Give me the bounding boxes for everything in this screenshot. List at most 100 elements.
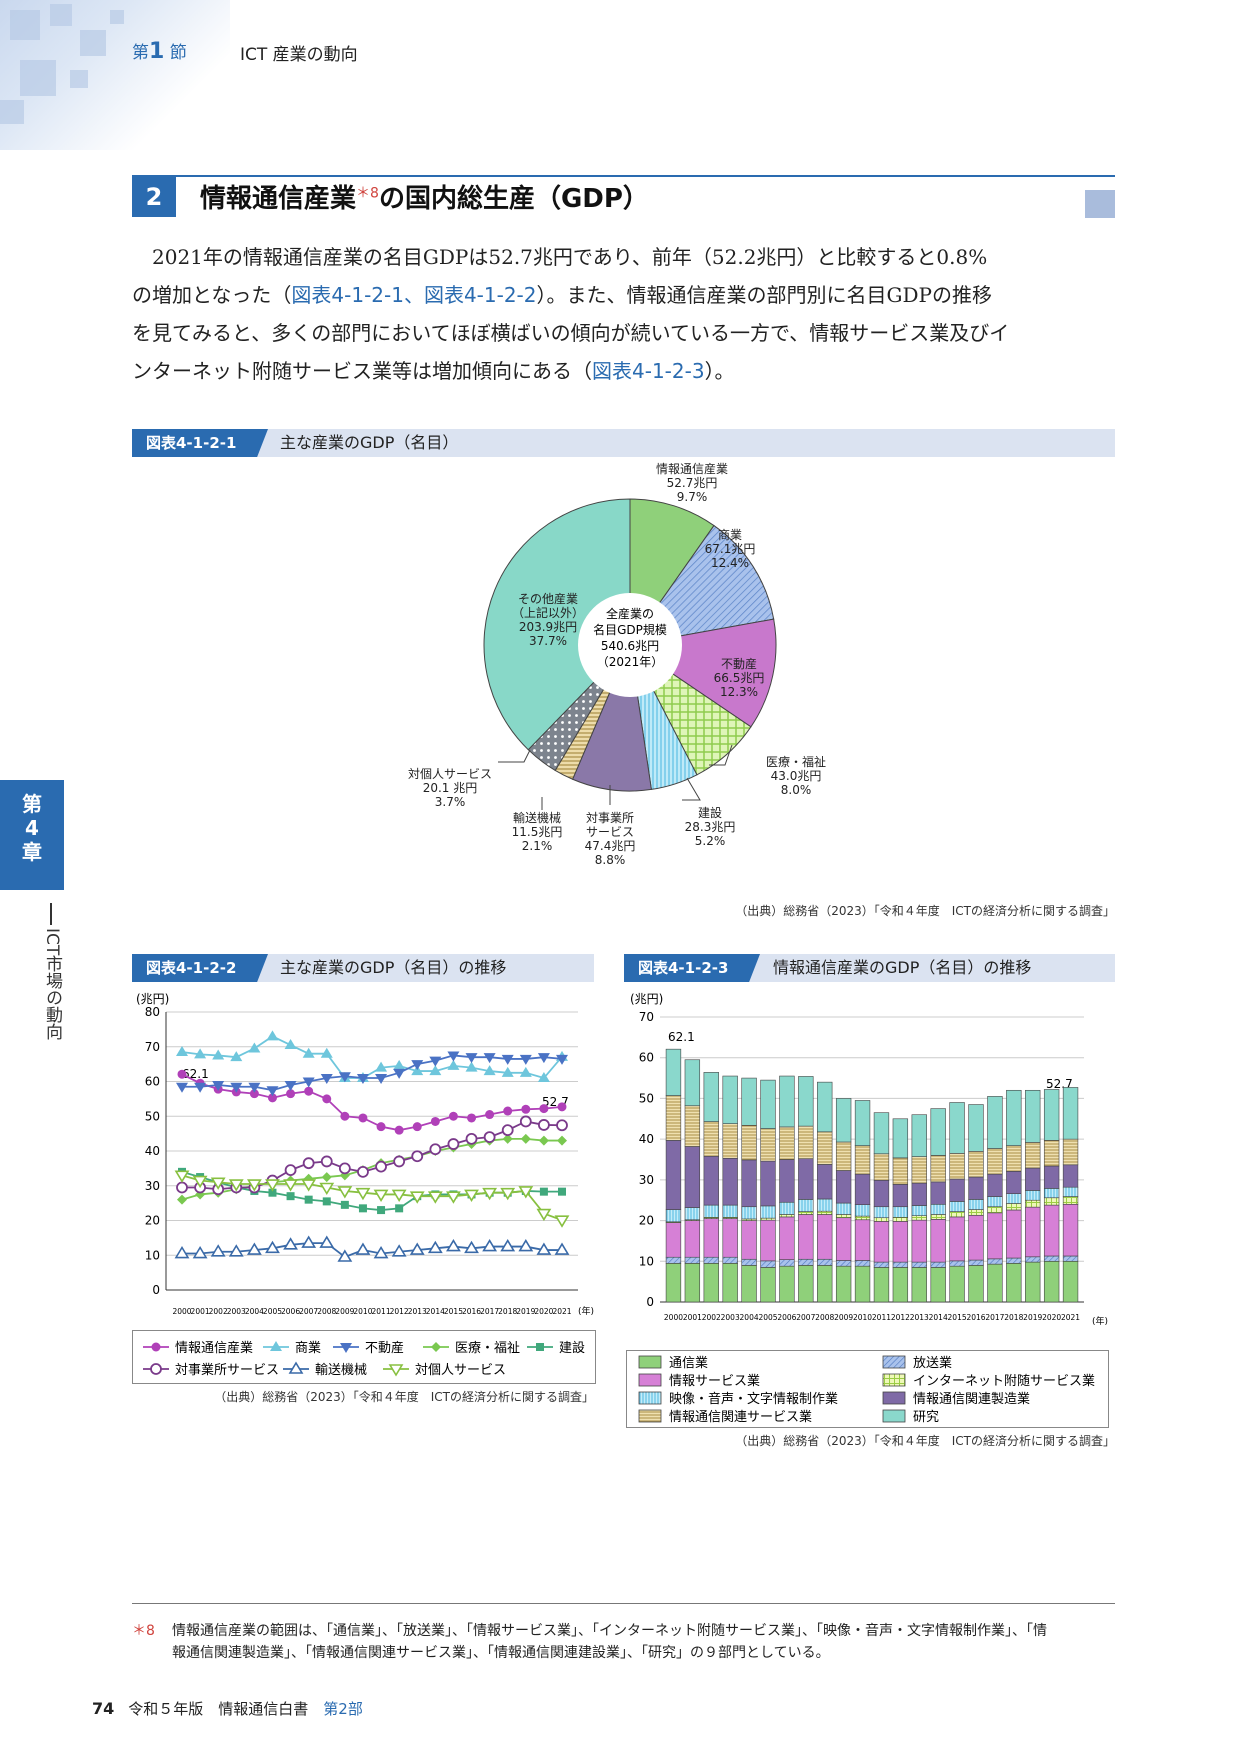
chapter-side-title: ICT市場の動向 xyxy=(42,928,62,1041)
bar-y-tick: 50 xyxy=(639,1091,654,1105)
line-point xyxy=(518,1186,534,1199)
bar-segment xyxy=(949,1260,965,1267)
line-y-tick: 20 xyxy=(145,1214,160,1228)
line-point xyxy=(521,1104,531,1114)
line-point xyxy=(338,1162,351,1175)
bar-segment xyxy=(930,1181,946,1205)
line-point xyxy=(409,1191,425,1204)
bar-segment xyxy=(1043,1188,1060,1199)
bar-segment xyxy=(1006,1203,1022,1211)
bar-x-tick: 2018 xyxy=(1004,1313,1023,1322)
line-point xyxy=(538,1135,549,1146)
chapter-tab-text: 第 4 章 xyxy=(22,792,42,864)
pie-slice-label: 12.4% xyxy=(711,556,749,570)
footnote-rule xyxy=(132,1603,1115,1604)
fig1-header-bar xyxy=(132,429,1115,457)
pie-slice-label: 建設 xyxy=(698,805,722,820)
para-line-2a: の増加となった（ xyxy=(132,283,292,307)
line-series xyxy=(182,1054,563,1092)
line-point xyxy=(485,1110,495,1120)
footer-part: 第2部 xyxy=(323,1700,363,1718)
figure-link-2[interactable]: 図表4-1-2-3 xyxy=(592,359,705,383)
bar-segment xyxy=(1062,1203,1079,1257)
bar-segment xyxy=(911,1156,927,1184)
pie-slice-label: 医療・福祉 xyxy=(766,754,826,769)
bar-legend-swatch xyxy=(882,1409,906,1423)
line-point xyxy=(246,1179,262,1192)
line-point xyxy=(536,1208,552,1222)
line-point xyxy=(520,1133,531,1144)
line-point xyxy=(358,1113,368,1123)
bar-segment xyxy=(741,1077,757,1126)
line-point xyxy=(176,1045,188,1056)
line-point xyxy=(393,1068,406,1079)
heading-footnote-mark[interactable]: ＊8 xyxy=(356,185,379,202)
bar-segment xyxy=(949,1201,965,1212)
fig2-title: 主な産業のGDP（名目）の推移 xyxy=(280,958,507,977)
figure-link-1[interactable]: 図表4-1-2-1、図表4-1-2-2 xyxy=(291,283,537,307)
bar-segment xyxy=(798,1199,814,1212)
bar-segment xyxy=(1062,1260,1079,1303)
pie-slice-label: サービス xyxy=(586,825,634,839)
bar-legend-swatch xyxy=(638,1355,662,1369)
bar-segment xyxy=(703,1256,719,1264)
line-point xyxy=(536,1343,544,1351)
bar-segment xyxy=(1062,1138,1079,1166)
line-point xyxy=(558,1187,566,1196)
body-paragraph: 2021年の情報通信産業の名目GDPは52.7兆円であり、前年（52.2兆円）と… xyxy=(132,238,1115,390)
footnote-line-1: 情報通信産業の範囲は、「通信業」、「放送業」、「情報サービス業」、「インターネッ… xyxy=(172,1623,1047,1639)
bar-segment xyxy=(987,1173,1003,1197)
chapter-tab: 第 4 章 xyxy=(0,780,64,890)
bar-y-tick: 0 xyxy=(646,1295,654,1309)
fig1-source: （出典）総務省（2023）「令和４年度 ICTの経済分析に関する調査」 xyxy=(735,904,1115,918)
pie-slice-label: 8.0% xyxy=(781,783,812,797)
pie-slice-label: 37.7% xyxy=(529,634,567,648)
bar-segment xyxy=(949,1265,965,1303)
line-point xyxy=(176,1181,188,1194)
pie-slice-label: 28.3兆円 xyxy=(685,820,736,834)
bar-legend-swatch xyxy=(882,1373,906,1387)
line-point xyxy=(375,1061,388,1072)
bar-segment xyxy=(968,1199,984,1210)
line-series xyxy=(181,1073,563,1132)
bar-segment xyxy=(779,1214,795,1218)
bar-legend-label: 研究 xyxy=(913,1410,939,1425)
line-point xyxy=(304,1086,314,1096)
bar-segment xyxy=(892,1221,909,1263)
line-point xyxy=(429,1056,442,1067)
bar-segment xyxy=(684,1256,701,1264)
bar-legend-label: インターネット附随サービス業 xyxy=(913,1373,1095,1389)
line-point xyxy=(394,1125,404,1135)
bar-segment xyxy=(835,1265,852,1303)
line-point xyxy=(519,1115,532,1128)
bar-segment xyxy=(798,1258,814,1266)
bar-segment xyxy=(1043,1260,1060,1303)
section-label: 第1 節 xyxy=(132,38,187,64)
line-point xyxy=(554,1215,570,1228)
line-point xyxy=(482,1187,498,1201)
bar-segment xyxy=(835,1260,852,1267)
bar-segment xyxy=(684,1263,701,1303)
bar-y-tick: 60 xyxy=(639,1051,654,1065)
line-point xyxy=(388,1364,404,1377)
bar-segment xyxy=(911,1261,927,1268)
line-point xyxy=(151,1342,161,1352)
bar-segment xyxy=(703,1072,719,1122)
line-legend: 情報通信産業 商業 不動産 医療・福祉 建設 対事業所サービス 輸送機械 対個人サービス xyxy=(132,1330,596,1384)
line-point xyxy=(174,1170,190,1183)
line-point xyxy=(340,1200,349,1209)
bar-segment xyxy=(665,1048,682,1096)
heading-title: 情報通信産業＊8の国内総生産（GDP） xyxy=(200,178,649,215)
bar-legend-swatch xyxy=(882,1355,906,1369)
bar-x-tick: 2015 xyxy=(948,1313,967,1322)
bar-segment xyxy=(911,1215,927,1221)
line-x-tick: 2007 xyxy=(299,1307,318,1316)
line-point xyxy=(393,1155,406,1168)
bar-segment xyxy=(798,1076,814,1127)
line-x-tick: 2004 xyxy=(245,1307,264,1316)
bar-segment xyxy=(1043,1204,1060,1257)
bar-segment xyxy=(930,1203,946,1215)
bar-segment xyxy=(703,1218,719,1258)
bar-y-tick: 40 xyxy=(639,1132,654,1146)
